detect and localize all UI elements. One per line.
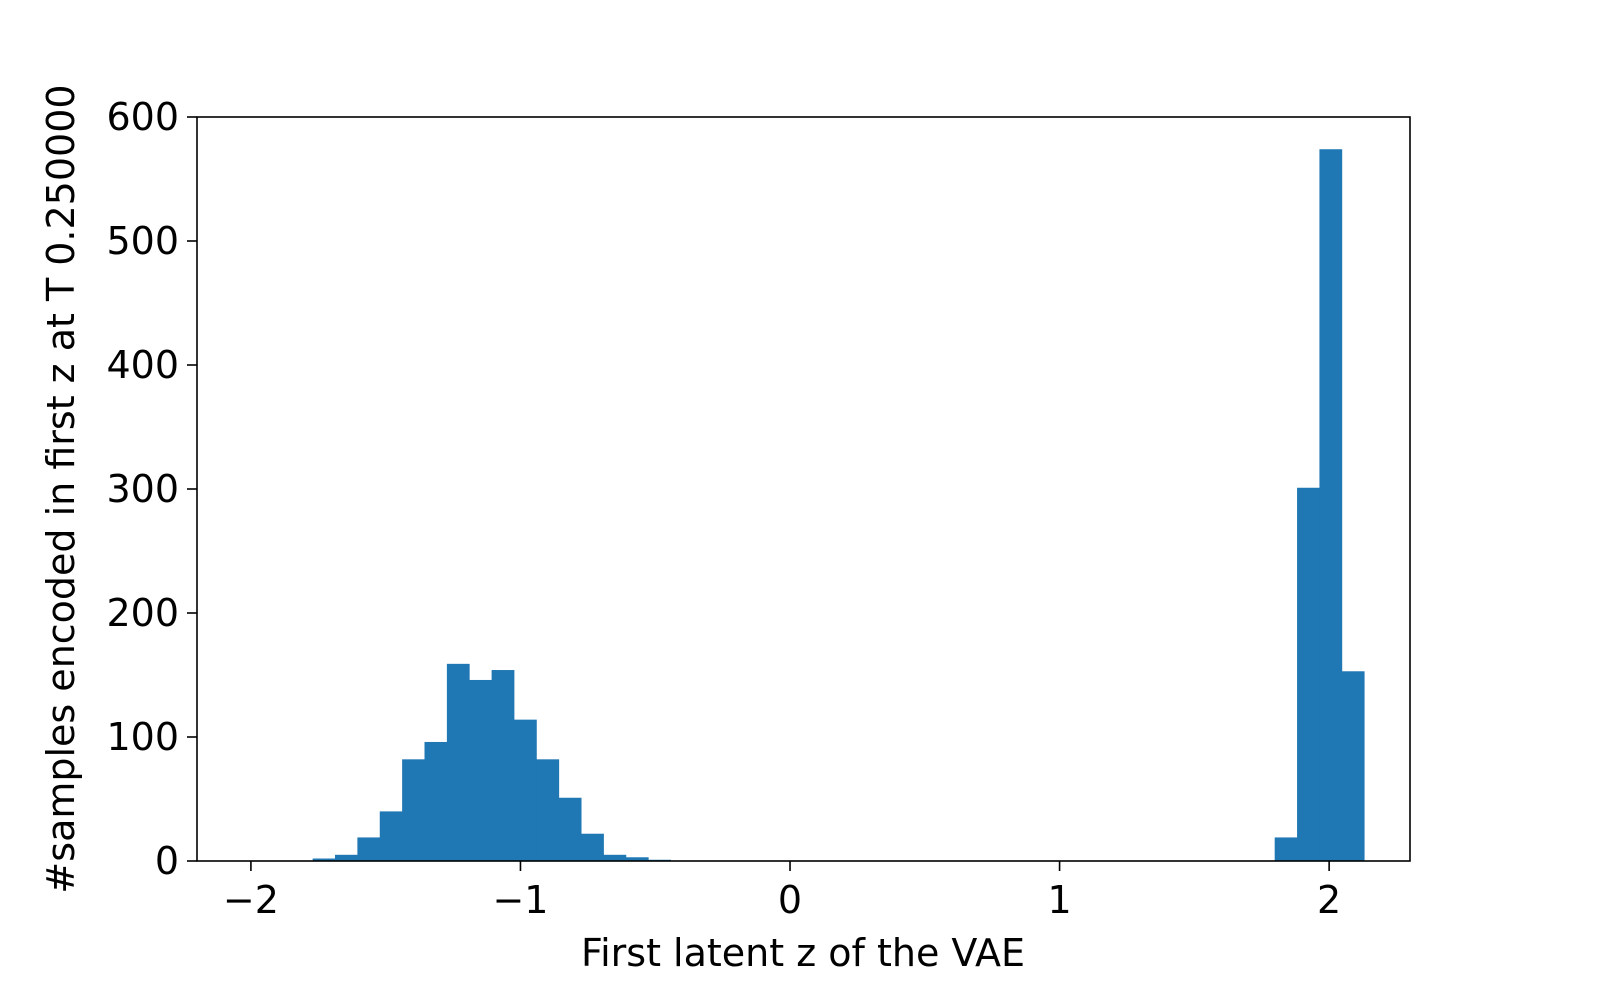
x-axis-label: First latent z of the VAE	[581, 931, 1025, 975]
y-tick-label: 300	[106, 467, 179, 511]
y-tick-label: 500	[106, 219, 179, 263]
histogram-bar	[379, 811, 403, 861]
histogram-bar	[1341, 671, 1365, 861]
y-tick-label: 200	[106, 591, 179, 635]
y-axis-label: #samples encoded in first z at T 0.25000…	[39, 84, 83, 893]
x-tick-label: 2	[1317, 878, 1341, 922]
histogram-bar	[312, 858, 336, 861]
histogram-bar	[581, 833, 604, 861]
y-tick-label: 100	[106, 715, 179, 759]
histogram-bar	[357, 837, 381, 861]
histogram-bars	[312, 149, 1365, 862]
histogram-bar	[536, 759, 560, 861]
histogram-bar	[335, 854, 358, 861]
plot-frame	[196, 116, 1411, 862]
histogram-bar	[514, 719, 537, 861]
histogram-bar	[558, 797, 582, 861]
histogram-bar	[1297, 487, 1320, 861]
histogram-bar	[625, 857, 649, 861]
histogram-bar	[491, 670, 515, 861]
histogram-bar	[402, 759, 425, 861]
histogram-bar	[469, 679, 493, 861]
x-tick-label: 1	[1047, 878, 1071, 922]
y-tick-label: 0	[155, 839, 179, 883]
histogram-bar	[603, 854, 627, 861]
y-axis-ticks: 0 100 200 300 400 500 600	[106, 95, 197, 883]
x-tick-label: −2	[223, 878, 279, 922]
histogram-bar	[424, 741, 448, 861]
histogram-bar	[1319, 149, 1343, 862]
x-tick-label: 0	[778, 878, 802, 922]
x-axis-ticks: −2 −1 0 1 2	[223, 861, 1341, 922]
y-tick-label: 400	[106, 343, 179, 387]
histogram-bar	[1274, 837, 1298, 861]
x-tick-label: −1	[492, 878, 548, 922]
histogram-bar	[446, 663, 470, 861]
y-tick-label: 600	[106, 95, 179, 139]
